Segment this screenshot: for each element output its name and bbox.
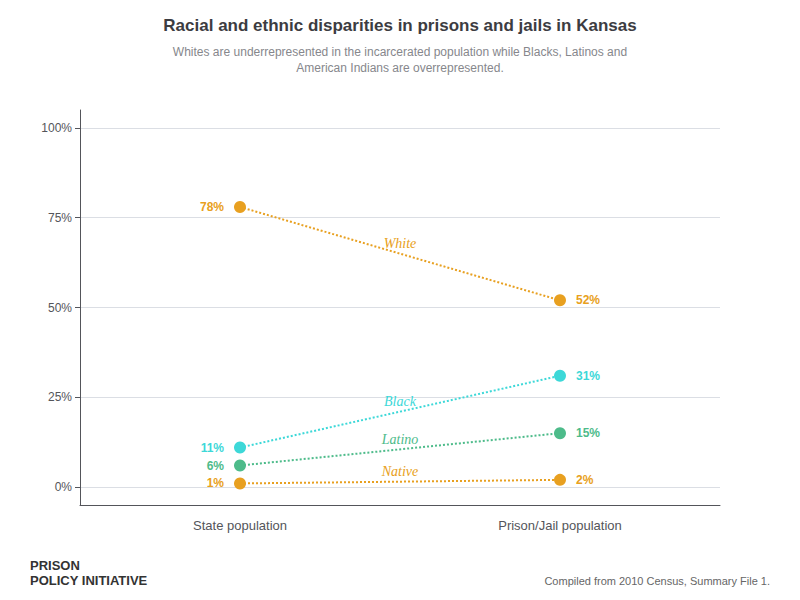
svg-text:15%: 15%: [576, 426, 600, 440]
svg-text:Black: Black: [384, 394, 417, 409]
svg-text:0%: 0%: [55, 480, 73, 494]
svg-text:POLICY INITIATIVE: POLICY INITIATIVE: [30, 573, 148, 588]
svg-text:11%: 11%: [201, 441, 225, 455]
svg-text:25%: 25%: [48, 390, 72, 404]
svg-text:2%: 2%: [576, 473, 594, 487]
svg-text:Native: Native: [381, 464, 419, 479]
svg-text:Racial and ethnic disparities: Racial and ethnic disparities in prisons…: [163, 16, 636, 35]
svg-text:31%: 31%: [576, 369, 600, 383]
svg-text:1%: 1%: [207, 476, 225, 490]
svg-text:White: White: [384, 236, 417, 251]
svg-text:50%: 50%: [48, 301, 72, 315]
svg-text:100%: 100%: [41, 121, 72, 135]
svg-text:PRISON: PRISON: [30, 558, 80, 573]
svg-text:State population: State population: [193, 518, 287, 533]
svg-text:Compiled from 2010 Census, Sum: Compiled from 2010 Census, Summary File …: [544, 575, 770, 587]
svg-text:6%: 6%: [207, 459, 225, 473]
svg-text:52%: 52%: [576, 293, 600, 307]
svg-text:Whites are underrepresented in: Whites are underrepresented in the incar…: [173, 45, 627, 59]
svg-text:Latino: Latino: [381, 432, 419, 447]
svg-text:78%: 78%: [200, 200, 224, 214]
svg-text:Prison/Jail population: Prison/Jail population: [498, 518, 622, 533]
svg-text:75%: 75%: [48, 211, 72, 225]
svg-text:American Indians are overrepre: American Indians are overrepresented.: [296, 61, 503, 75]
